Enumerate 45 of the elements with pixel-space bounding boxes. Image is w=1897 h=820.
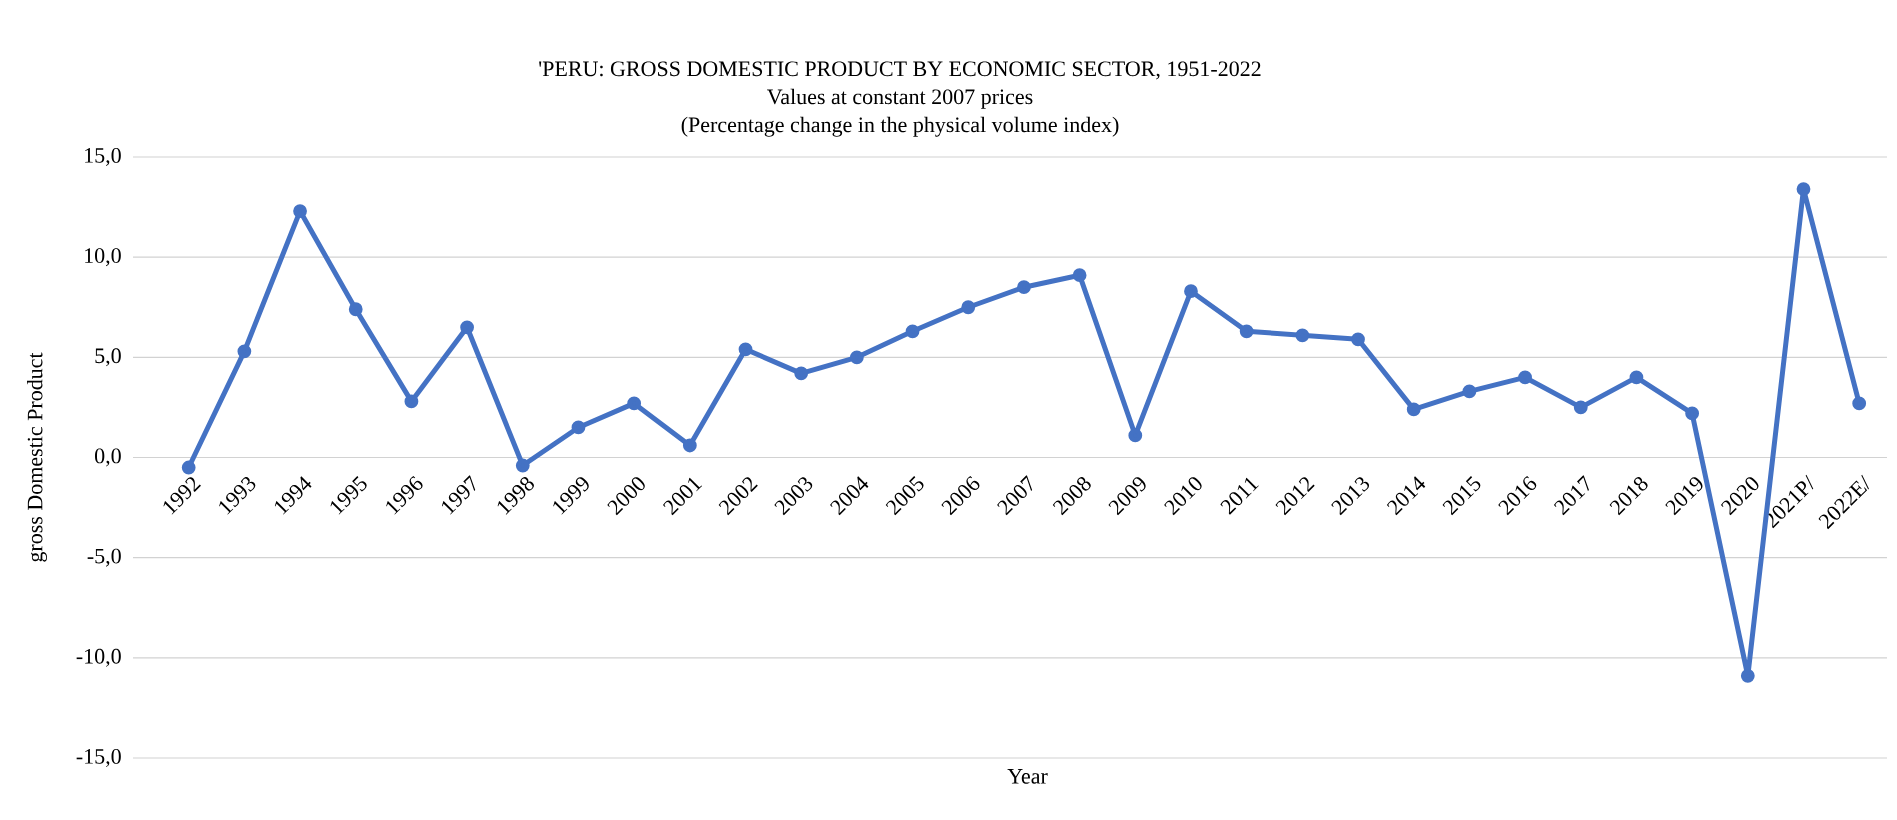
y-tick-label: 5,0 <box>95 348 121 367</box>
point <box>1629 370 1644 385</box>
point <box>627 396 642 411</box>
point <box>293 204 307 218</box>
point <box>1573 400 1588 415</box>
point <box>1128 428 1143 443</box>
point <box>181 460 196 475</box>
point <box>348 302 363 317</box>
chart-title: 'PERU: GROSS DOMESTIC PRODUCT BY ECONOMIC SECTOR, 1951-2022 <box>539 61 1261 80</box>
point <box>1184 284 1198 299</box>
x-tick-label: 2001 <box>662 477 703 516</box>
y-tick-label: 0,0 <box>95 448 121 467</box>
point <box>1462 384 1477 399</box>
point <box>1351 332 1365 347</box>
point <box>1072 268 1087 283</box>
point <box>961 300 976 315</box>
point <box>1740 668 1755 683</box>
point <box>1239 324 1254 339</box>
point <box>1852 396 1867 411</box>
point <box>1406 402 1421 417</box>
point <box>237 344 252 359</box>
y-tick-label: 10,0 <box>85 248 121 267</box>
point <box>794 366 809 381</box>
point <box>515 458 530 473</box>
point <box>1796 182 1811 196</box>
x-tick-label: 2011 <box>1220 477 1259 515</box>
point <box>404 394 419 409</box>
y-tick-label: -5,0 <box>87 548 121 567</box>
point <box>1518 370 1532 385</box>
chart-subtitle: Values at constant 2007 prices <box>767 88 1033 109</box>
y-tick-label: 15,0 <box>85 148 121 167</box>
point <box>1017 280 1031 295</box>
point <box>682 438 697 453</box>
point <box>571 420 586 435</box>
point <box>738 342 753 357</box>
y-axis-title: gross Domestic Product <box>27 352 47 562</box>
point <box>849 350 864 365</box>
point <box>905 324 920 339</box>
point <box>1685 406 1700 421</box>
y-tick-label: -15,0 <box>76 749 121 768</box>
y-tick-label: -10,0 <box>76 648 121 667</box>
x-axis-title: Year <box>1007 769 1048 784</box>
text: (Percentage change in the physical volume index) <box>681 116 1119 137</box>
point <box>1295 328 1310 343</box>
point <box>460 320 474 335</box>
